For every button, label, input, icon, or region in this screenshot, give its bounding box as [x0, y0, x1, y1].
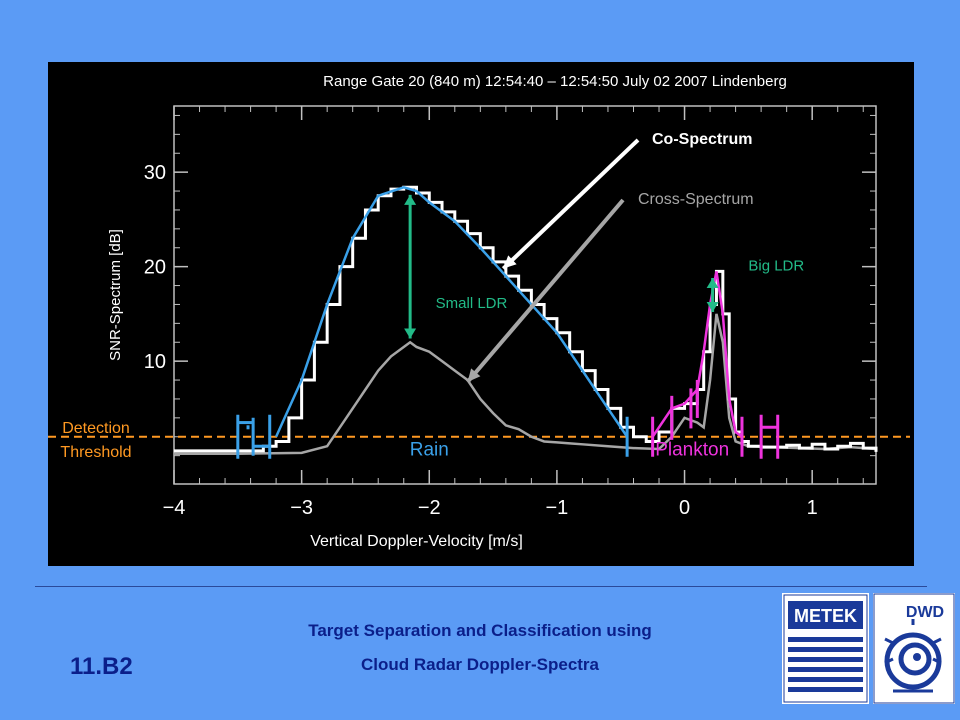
small-ldr-label: Small LDR: [436, 295, 508, 312]
small-ldr-arrow-head-top: [404, 194, 417, 205]
metek-logo-text: METEK: [794, 606, 857, 626]
big-ldr-arrow-head-bottom: [706, 302, 719, 313]
y-tick-label: 10: [144, 351, 166, 373]
y-axis-label: SNR-Spectrum [dB]: [107, 229, 124, 361]
axes-frame: [173, 105, 877, 485]
chart-title: Range Gate 20 (840 m) 12:54:40 – 12:54:5…: [323, 73, 787, 90]
cross-spectrum-line: [174, 313, 877, 456]
co-spectrum-pointer-head: [503, 255, 517, 269]
x-tick-label: −4: [163, 497, 186, 519]
detection-threshold-label-line1: Detection: [62, 420, 130, 437]
y-tick-label: 30: [144, 162, 166, 184]
x-tick-label: 1: [807, 497, 818, 519]
x-tick-label: 0: [679, 497, 690, 519]
footer-divider: [35, 586, 927, 587]
spectrum-chart: −4 −3 −2 −1 0 1 10 20 30 Range Gate 20 (840 m) 12…: [48, 73, 910, 550]
rain-fit-line: [274, 185, 629, 438]
x-tick-label: −3: [290, 497, 313, 519]
co-spectrum-pointer: [501, 138, 640, 270]
cross-spectrum-pointer: [466, 198, 625, 384]
big-ldr-arrow-head-top: [706, 277, 719, 288]
plankton-label: Plankton: [655, 440, 729, 461]
cross-spectrum-label: Cross-Spectrum: [638, 191, 754, 208]
rain-label: Rain: [410, 440, 449, 461]
co-spectrum-line: [174, 185, 878, 453]
x-axis-label: Vertical Doppler-Velocity [m/s]: [310, 533, 523, 550]
metek-logo: METEK: [782, 593, 869, 704]
x-tick-label: −2: [418, 497, 441, 519]
plot-panel: −4 −3 −2 −1 0 1 10 20 30 Range Gate 20 (840 m) 12…: [48, 62, 914, 566]
cross-spectrum-pointer-head: [467, 368, 481, 382]
dwd-logo-text: DWD: [906, 604, 944, 621]
co-spectrum-label: Co-Spectrum: [652, 131, 752, 148]
big-ldr-label: Big LDR: [748, 257, 804, 274]
detection-threshold-label-line2: Threshold: [60, 444, 131, 461]
slide-number: 11.B2: [70, 653, 133, 680]
footer-title-line2: Cloud Radar Doppler-Spectra: [360, 655, 600, 674]
small-ldr-arrow-head-bottom: [404, 328, 417, 339]
y-tick-label: 20: [144, 257, 166, 279]
footer-title-line1: Target Separation and Classification usi…: [308, 621, 652, 640]
dwd-logo: DWD: [873, 593, 955, 704]
x-tick-label: −1: [546, 497, 569, 519]
